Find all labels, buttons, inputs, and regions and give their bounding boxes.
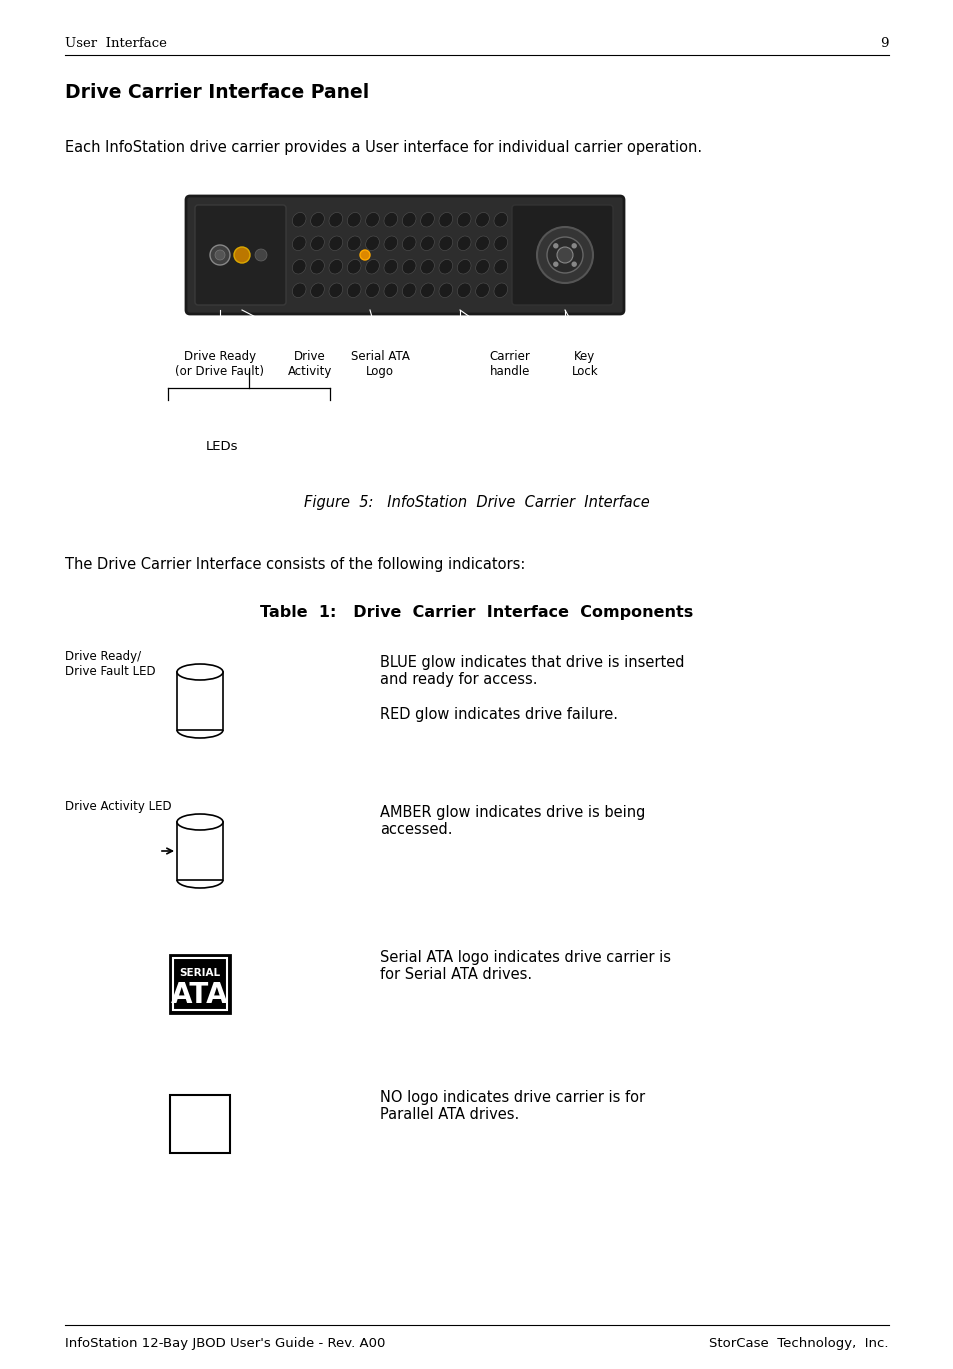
Bar: [177, 672, 223, 730]
Text: Serial ATA logo indicates drive carrier is
for Serial ATA drives.: Serial ATA logo indicates drive carrier …: [379, 950, 670, 983]
Text: SERIAL: SERIAL: [179, 968, 220, 977]
Ellipse shape: [365, 212, 379, 227]
Text: LEDs: LEDs: [206, 439, 238, 453]
Circle shape: [210, 245, 230, 266]
Ellipse shape: [476, 212, 489, 227]
Ellipse shape: [384, 235, 397, 251]
Ellipse shape: [311, 235, 324, 251]
FancyBboxPatch shape: [186, 196, 623, 314]
Text: Each InfoStation drive carrier provides a User interface for individual carrier : Each InfoStation drive carrier provides …: [65, 140, 701, 155]
Circle shape: [572, 263, 576, 266]
Text: Key
Lock: Key Lock: [571, 350, 598, 378]
Ellipse shape: [347, 235, 360, 251]
Text: Carrier
handle: Carrier handle: [489, 350, 530, 378]
Ellipse shape: [329, 260, 342, 274]
Ellipse shape: [438, 260, 453, 274]
Text: Serial ATA
Logo: Serial ATA Logo: [350, 350, 409, 378]
Ellipse shape: [402, 235, 416, 251]
Ellipse shape: [456, 283, 471, 297]
Ellipse shape: [384, 212, 397, 227]
Circle shape: [572, 244, 576, 248]
Circle shape: [554, 263, 558, 266]
Ellipse shape: [292, 235, 306, 251]
Ellipse shape: [384, 260, 397, 274]
Ellipse shape: [365, 260, 379, 274]
Ellipse shape: [494, 260, 507, 274]
Text: Drive Ready/
Drive Fault LED: Drive Ready/ Drive Fault LED: [65, 650, 155, 678]
Ellipse shape: [494, 283, 507, 297]
Ellipse shape: [420, 235, 434, 251]
Ellipse shape: [365, 283, 379, 297]
Text: ATA: ATA: [171, 982, 229, 1009]
FancyBboxPatch shape: [194, 205, 286, 305]
Text: The Drive Carrier Interface consists of the following indicators:: The Drive Carrier Interface consists of …: [65, 557, 525, 572]
Ellipse shape: [476, 283, 489, 297]
Circle shape: [557, 246, 573, 263]
Ellipse shape: [438, 235, 453, 251]
Text: Drive
Activity: Drive Activity: [288, 350, 332, 378]
Ellipse shape: [311, 260, 324, 274]
Circle shape: [537, 227, 593, 283]
Ellipse shape: [494, 235, 507, 251]
Text: InfoStation 12-Bay JBOD User's Guide - Rev. A00: InfoStation 12-Bay JBOD User's Guide - R…: [65, 1338, 385, 1350]
Ellipse shape: [438, 283, 453, 297]
Ellipse shape: [347, 283, 360, 297]
Circle shape: [359, 251, 370, 260]
Ellipse shape: [456, 212, 471, 227]
FancyBboxPatch shape: [512, 205, 613, 305]
Ellipse shape: [476, 235, 489, 251]
Ellipse shape: [292, 212, 306, 227]
Text: Table  1:   Drive  Carrier  Interface  Components: Table 1: Drive Carrier Interface Compone…: [260, 605, 693, 620]
Ellipse shape: [420, 283, 434, 297]
Ellipse shape: [402, 260, 416, 274]
Ellipse shape: [347, 260, 360, 274]
Text: Drive Ready
(or Drive Fault): Drive Ready (or Drive Fault): [175, 350, 264, 378]
Text: Drive Carrier Interface Panel: Drive Carrier Interface Panel: [65, 84, 369, 103]
Ellipse shape: [494, 212, 507, 227]
Text: AMBER glow indicates drive is being
accessed.: AMBER glow indicates drive is being acce…: [379, 805, 644, 838]
Ellipse shape: [384, 283, 397, 297]
Bar: [170, 1095, 230, 1153]
Bar: [170, 956, 230, 1013]
Text: StorCase  Technology,  Inc.: StorCase Technology, Inc.: [709, 1338, 888, 1350]
Ellipse shape: [365, 235, 379, 251]
Text: 9: 9: [880, 37, 888, 51]
Ellipse shape: [402, 283, 416, 297]
Ellipse shape: [329, 283, 342, 297]
Ellipse shape: [311, 212, 324, 227]
Ellipse shape: [420, 212, 434, 227]
Ellipse shape: [420, 260, 434, 274]
Text: NO logo indicates drive carrier is for
Parallel ATA drives.: NO logo indicates drive carrier is for P…: [379, 1090, 644, 1123]
Circle shape: [554, 244, 558, 248]
Ellipse shape: [438, 212, 453, 227]
Circle shape: [546, 237, 582, 272]
Text: BLUE glow indicates that drive is inserted
and ready for access.

RED glow indic: BLUE glow indicates that drive is insert…: [379, 654, 684, 723]
Ellipse shape: [292, 283, 306, 297]
Ellipse shape: [402, 212, 416, 227]
Ellipse shape: [329, 235, 342, 251]
Circle shape: [254, 249, 267, 261]
Circle shape: [214, 251, 225, 260]
Ellipse shape: [347, 212, 360, 227]
Ellipse shape: [292, 260, 306, 274]
Text: Drive Activity LED: Drive Activity LED: [65, 799, 172, 813]
Ellipse shape: [177, 664, 223, 680]
Bar: [177, 821, 223, 880]
Ellipse shape: [476, 260, 489, 274]
Ellipse shape: [456, 260, 471, 274]
Bar: [172, 958, 227, 1010]
Ellipse shape: [177, 815, 223, 830]
Circle shape: [233, 246, 250, 263]
Ellipse shape: [456, 235, 471, 251]
Text: Figure  5:   InfoStation  Drive  Carrier  Interface: Figure 5: InfoStation Drive Carrier Inte…: [304, 496, 649, 511]
Text: User  Interface: User Interface: [65, 37, 167, 51]
Ellipse shape: [329, 212, 342, 227]
Ellipse shape: [311, 283, 324, 297]
